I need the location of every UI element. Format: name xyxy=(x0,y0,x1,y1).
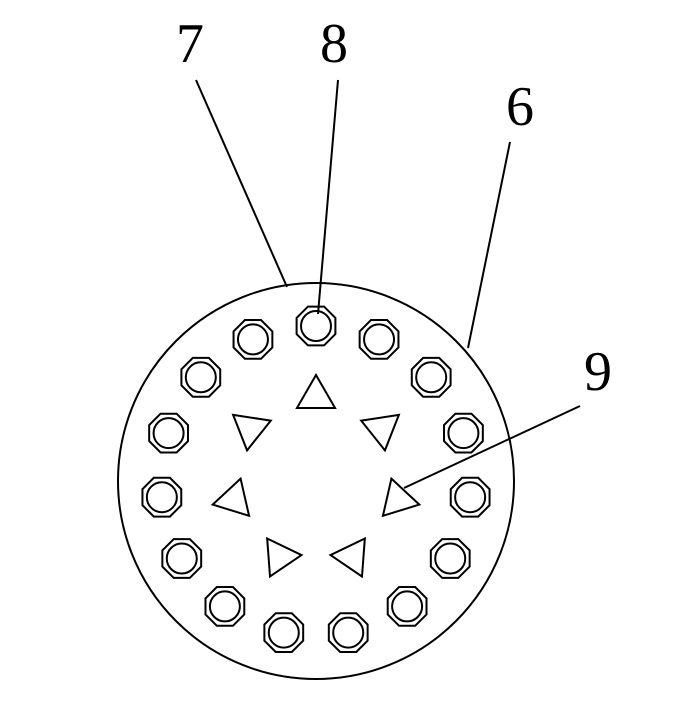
outer-ring-circle xyxy=(167,544,197,574)
outer-ring-circle xyxy=(147,482,177,512)
outer-ring-circle xyxy=(455,482,485,512)
outer-ring-circle xyxy=(210,591,240,621)
outer-ring-item xyxy=(264,613,303,652)
outer-ring-item xyxy=(388,587,427,626)
outer-ring-circle xyxy=(333,618,363,648)
outer-ring-item xyxy=(360,320,399,359)
outer-ring-circle xyxy=(301,311,331,341)
outer-ring-circle xyxy=(186,362,216,392)
outer-ring-item xyxy=(234,320,273,359)
outer-ring-item xyxy=(142,478,181,517)
outer-ring-circle xyxy=(416,362,446,392)
outer-ring-item xyxy=(412,358,451,397)
outer-ring-item xyxy=(297,307,336,346)
outer-ring-item xyxy=(181,358,220,397)
outer-ring-item xyxy=(329,613,368,652)
outer-ring-circle xyxy=(435,544,465,574)
outer-ring-item xyxy=(444,414,483,453)
outer-ring-circle xyxy=(154,418,184,448)
outer-ring-circle xyxy=(269,618,299,648)
callout-label-6: 6 xyxy=(506,76,534,138)
outer-ring-circle xyxy=(392,591,422,621)
callout-label-7: 7 xyxy=(176,13,204,75)
outer-ring-circle xyxy=(238,324,268,354)
outer-ring-item xyxy=(451,478,490,517)
callout-label-8: 8 xyxy=(320,13,348,75)
outer-ring-circle xyxy=(448,418,478,448)
outer-ring-item xyxy=(205,587,244,626)
outer-ring-item xyxy=(162,539,201,578)
callout-label-9: 9 xyxy=(584,341,612,403)
outer-ring-item xyxy=(431,539,470,578)
outer-ring-circle xyxy=(364,324,394,354)
outer-ring-item xyxy=(149,414,188,453)
